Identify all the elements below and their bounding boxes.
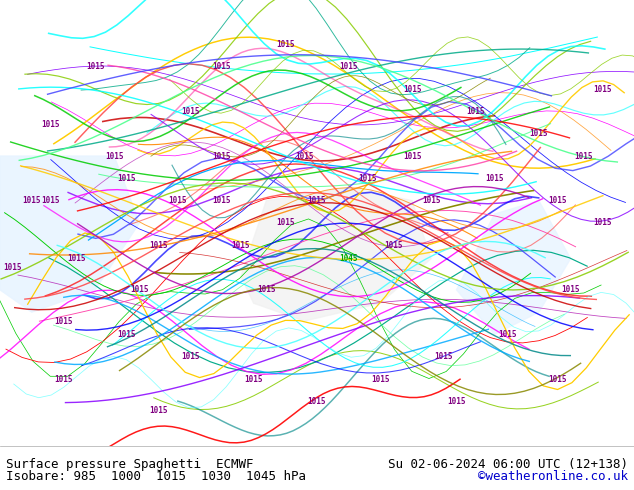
Text: 1015: 1015 — [212, 62, 231, 72]
Polygon shape — [241, 187, 431, 321]
Text: 1015: 1015 — [117, 174, 136, 183]
Text: 1015: 1015 — [307, 397, 327, 406]
Text: 1015: 1015 — [149, 406, 168, 415]
Text: 1015: 1015 — [54, 374, 73, 384]
Text: 1015: 1015 — [498, 330, 517, 339]
Text: Surface pressure Spaghetti  ECMWF: Surface pressure Spaghetti ECMWF — [6, 458, 254, 471]
Text: 1015: 1015 — [561, 285, 580, 294]
Text: 1015: 1015 — [257, 285, 276, 294]
Text: 1015: 1015 — [276, 219, 295, 227]
Text: 1015: 1015 — [403, 85, 422, 94]
Text: 1015: 1015 — [295, 151, 314, 161]
Text: 1015: 1015 — [403, 151, 422, 161]
Text: ©weatheronline.co.uk: ©weatheronline.co.uk — [477, 470, 628, 483]
Text: 1015: 1015 — [181, 352, 200, 361]
Text: Isobare: 985  1000  1015  1030  1045 hPa: Isobare: 985 1000 1015 1030 1045 hPa — [6, 470, 306, 483]
Text: 1015: 1015 — [3, 263, 22, 272]
Text: 1015: 1015 — [244, 374, 263, 384]
Text: 1015: 1015 — [447, 397, 466, 406]
Text: 1015: 1015 — [593, 85, 612, 94]
Text: 1015: 1015 — [86, 62, 105, 72]
Text: 1015: 1015 — [548, 196, 567, 205]
Text: 1015: 1015 — [117, 330, 136, 339]
Text: 1015: 1015 — [276, 40, 295, 49]
Polygon shape — [456, 201, 571, 334]
Text: 1045: 1045 — [339, 254, 358, 263]
Text: 1015: 1015 — [149, 241, 168, 250]
Text: 1015: 1015 — [181, 107, 200, 116]
Text: 1015: 1015 — [529, 129, 548, 138]
Text: 1015: 1015 — [548, 374, 567, 384]
Text: 1015: 1015 — [231, 241, 250, 250]
Text: 1015: 1015 — [67, 254, 86, 263]
Text: 1015: 1015 — [574, 151, 593, 161]
Text: 1015: 1015 — [307, 196, 327, 205]
Polygon shape — [0, 156, 139, 312]
Text: 1015: 1015 — [41, 121, 60, 129]
Text: 1015: 1015 — [130, 285, 149, 294]
Text: 1015: 1015 — [593, 219, 612, 227]
Text: 1015: 1015 — [212, 151, 231, 161]
Text: 1015: 1015 — [54, 317, 73, 325]
Text: 1015: 1015 — [168, 196, 187, 205]
Text: 1015: 1015 — [358, 174, 377, 183]
Text: 1015: 1015 — [339, 62, 358, 72]
Text: 1015: 1015 — [422, 196, 441, 205]
Text: 1015: 1015 — [434, 352, 453, 361]
Text: 1015: 1015 — [22, 196, 41, 205]
Text: 1015: 1015 — [212, 196, 231, 205]
Text: 1015: 1015 — [485, 174, 504, 183]
Text: 1015: 1015 — [466, 107, 485, 116]
Text: 1015: 1015 — [384, 241, 403, 250]
Text: 1015: 1015 — [41, 196, 60, 205]
Text: Su 02-06-2024 06:00 UTC (12+138): Su 02-06-2024 06:00 UTC (12+138) — [387, 458, 628, 471]
Text: 1015: 1015 — [105, 151, 124, 161]
Text: 1015: 1015 — [371, 374, 390, 384]
